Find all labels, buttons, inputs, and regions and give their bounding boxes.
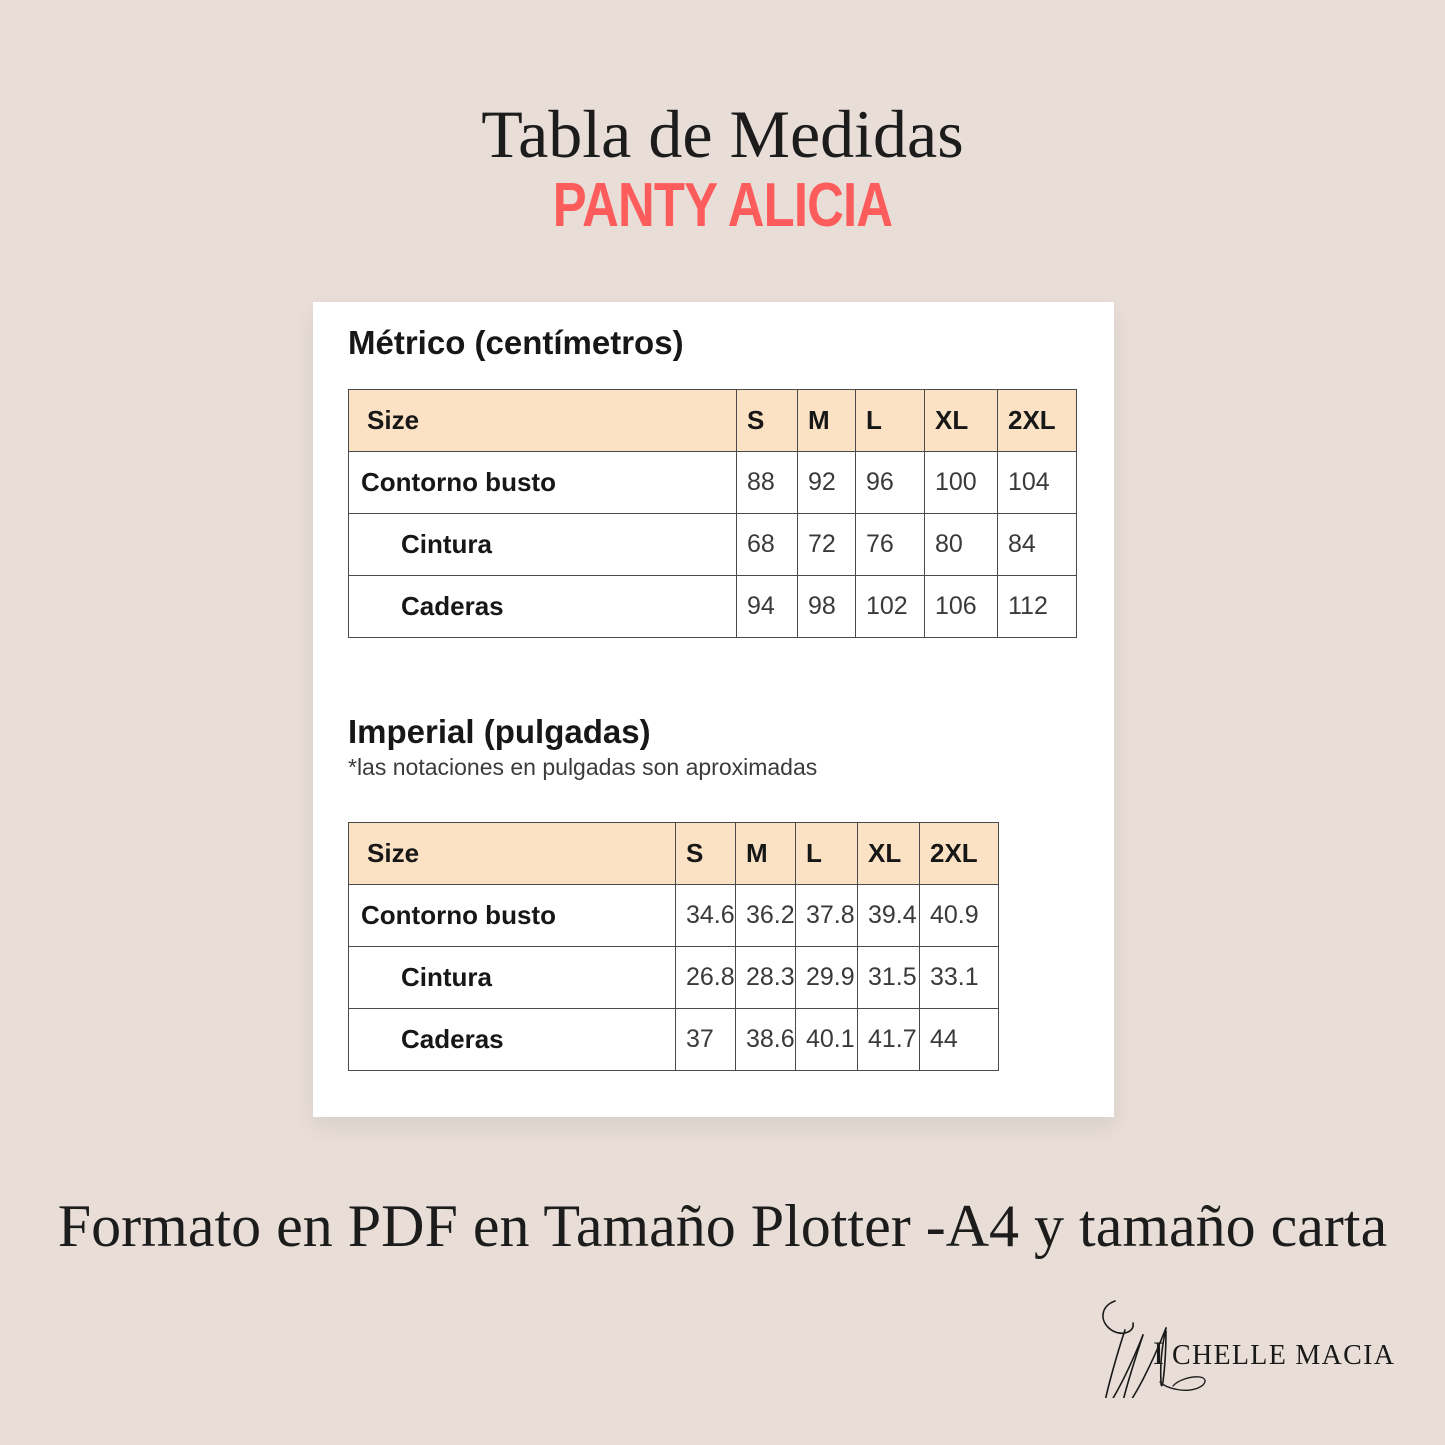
- svg-text:CHELLE MACIA: CHELLE MACIA: [1172, 1340, 1395, 1371]
- svg-text:I: I: [1153, 1336, 1164, 1372]
